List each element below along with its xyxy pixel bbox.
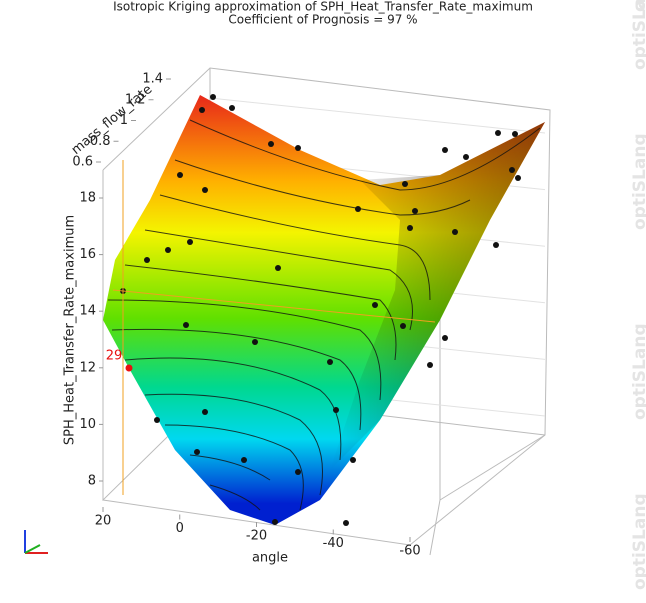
watermark: optiSLang bbox=[630, 133, 646, 230]
grid-line bbox=[209, 97, 546, 134]
z-tick-label: 14 bbox=[79, 304, 96, 319]
watermark: optiSLang bbox=[630, 0, 646, 12]
watermark: optiSLang bbox=[630, 493, 646, 590]
z-tick-label: 12 bbox=[79, 360, 96, 375]
x-tick-label: -20 bbox=[246, 529, 267, 544]
x-tick-label: 20 bbox=[95, 514, 112, 529]
z-tick-label: 10 bbox=[79, 417, 96, 432]
watermark: optiSLang bbox=[630, 323, 646, 420]
surface bbox=[103, 95, 545, 525]
chart-title: Isotropic Kriging approximation of SPH_H… bbox=[113, 0, 533, 14]
x-tick-label: -40 bbox=[323, 536, 344, 551]
chart-subtitle: Coefficient of Prognosis = 97 % bbox=[228, 13, 417, 27]
y-tick-label: 1 bbox=[120, 113, 128, 128]
y-tick-label: 1.4 bbox=[142, 72, 163, 87]
y-tick-label: 0.6 bbox=[72, 155, 93, 170]
y-axis-label: mass_flow_rate bbox=[69, 82, 156, 158]
y-tick-label: 1.2 bbox=[125, 92, 146, 107]
x-tick-label: -60 bbox=[399, 544, 420, 559]
watermarks: optiSLang optiSLang optiSLang optiSLang … bbox=[630, 0, 646, 590]
z-tick-label: 16 bbox=[79, 247, 96, 262]
x-axis-label: angle bbox=[252, 551, 288, 566]
design-points bbox=[120, 94, 521, 526]
orientation-triad bbox=[24, 530, 48, 554]
selected-design-label: 29 bbox=[106, 349, 123, 364]
z-tick-label: 18 bbox=[79, 191, 96, 206]
y-tick-label: 0.8 bbox=[90, 134, 111, 149]
z-tick-label: 8 bbox=[88, 474, 96, 489]
selection: 29 bbox=[106, 160, 436, 495]
x-tick-label: 0 bbox=[176, 521, 184, 536]
watermark: optiSLang bbox=[630, 0, 646, 70]
z-axis-label: SPH_Heat_Transfer_Rate_maximum bbox=[63, 215, 78, 445]
